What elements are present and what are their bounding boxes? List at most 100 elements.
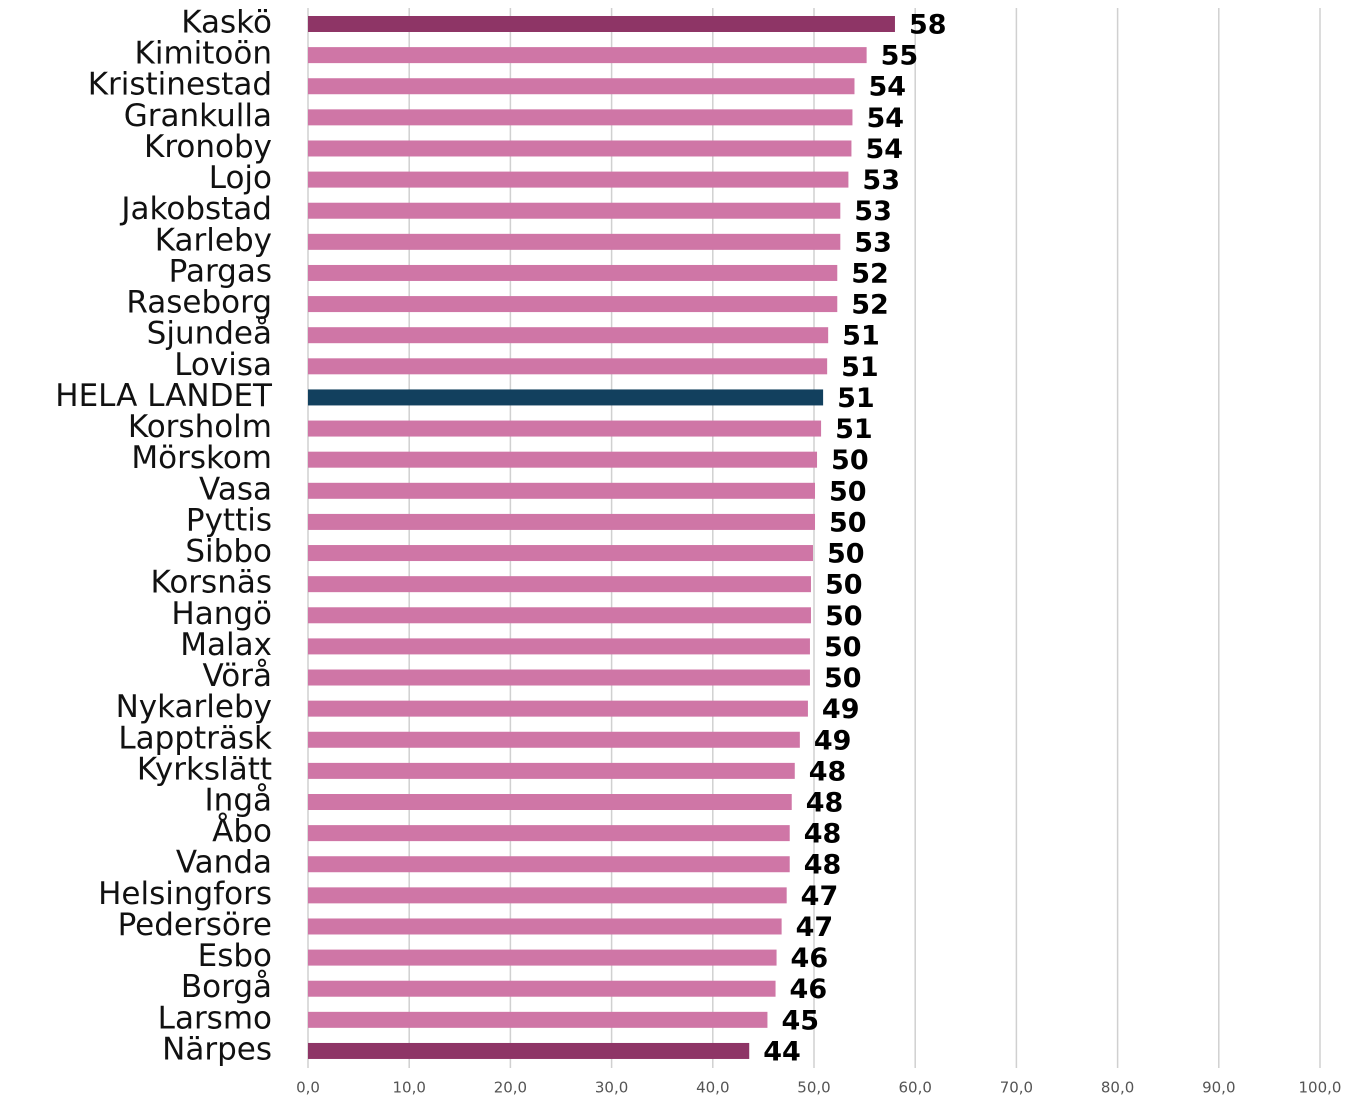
value-label: 48 [804, 819, 842, 850]
bar [308, 78, 855, 95]
value-label: 46 [790, 974, 828, 1005]
category-label: Raseborg [126, 285, 272, 321]
category-label: Helsingfors [98, 876, 272, 912]
bar [308, 358, 828, 375]
bar [308, 638, 810, 655]
bar [308, 140, 852, 157]
bar [308, 202, 841, 219]
bar [308, 576, 811, 593]
category-label: Närpes [162, 1031, 272, 1067]
bar [308, 949, 777, 966]
category-label: Korsholm [128, 409, 272, 445]
bar [308, 545, 813, 562]
category-label: Nykarleby [116, 689, 272, 725]
bar [308, 700, 808, 717]
value-label: 55 [881, 41, 919, 72]
bar [308, 980, 776, 997]
value-label: 50 [824, 632, 862, 663]
x-tick-label: 40,0 [696, 1079, 729, 1097]
bar [308, 327, 829, 344]
x-tick-label: 20,0 [494, 1079, 527, 1097]
value-label: 51 [841, 352, 879, 383]
x-tick-label: 0,0 [296, 1079, 320, 1097]
bar [308, 669, 810, 686]
bar [308, 233, 841, 250]
x-tick-label: 80,0 [1101, 1079, 1134, 1097]
category-label: Pedersöre [118, 907, 272, 943]
value-label: 50 [829, 476, 867, 507]
value-label: 44 [763, 1036, 801, 1067]
category-label: Lappträsk [118, 720, 272, 756]
category-label: Ingå [205, 783, 272, 819]
bar [308, 607, 811, 624]
bar [308, 513, 816, 530]
bar [308, 296, 838, 313]
bar [308, 451, 818, 468]
value-label: 53 [862, 165, 900, 196]
x-tick-label: 50,0 [797, 1079, 830, 1097]
category-label: Åbo [212, 814, 272, 850]
value-label: 50 [824, 663, 862, 694]
category-label: Vörå [202, 658, 272, 694]
x-tick-label: 90,0 [1202, 1079, 1235, 1097]
value-label: 52 [851, 290, 889, 321]
category-label: Lojo [209, 160, 272, 196]
category-label: Kimitoön [135, 36, 273, 72]
value-label: 51 [835, 414, 873, 445]
category-label: Vasa [199, 471, 272, 507]
category-label: Pargas [169, 253, 272, 289]
bar [308, 264, 838, 281]
category-label: Korsnäs [151, 565, 272, 601]
value-label: 58 [909, 10, 947, 41]
value-label: 54 [865, 134, 903, 165]
value-label: 54 [866, 103, 904, 134]
value-label: 53 [854, 227, 892, 258]
category-label: Hangö [171, 596, 272, 632]
category-label: Jakobstad [119, 191, 272, 227]
bar [308, 794, 792, 810]
bar [308, 47, 867, 64]
bar [308, 109, 853, 126]
bar [308, 762, 795, 779]
category-label: Vanda [176, 845, 272, 881]
category-label: Kyrkslätt [137, 751, 272, 787]
value-label: 54 [868, 72, 906, 103]
value-label: 50 [829, 507, 867, 538]
category-label: Kaskö [181, 5, 272, 41]
value-label: 48 [806, 788, 844, 819]
bar [308, 16, 895, 32]
category-label: Malax [180, 627, 272, 663]
value-label: 47 [796, 912, 834, 943]
bar [308, 825, 790, 842]
category-label: Sjundeå [147, 316, 272, 352]
value-label: 52 [851, 258, 889, 289]
bar [308, 731, 800, 748]
bar [308, 887, 787, 904]
x-tick-label: 10,0 [392, 1079, 425, 1097]
value-label: 50 [831, 445, 869, 476]
value-label: 50 [827, 539, 865, 570]
category-label: Grankulla [124, 98, 272, 134]
category-label: Borgå [181, 969, 272, 1005]
bar [308, 482, 816, 499]
bar [308, 389, 824, 406]
value-label: 45 [781, 1005, 819, 1036]
value-label: 49 [814, 725, 852, 756]
bar [308, 171, 849, 188]
category-label: Pyttis [186, 502, 272, 538]
value-label: 50 [825, 601, 863, 632]
value-label: 47 [801, 881, 839, 912]
category-label: Lovisa [174, 347, 272, 383]
category-label: HELA LANDET [55, 378, 273, 414]
x-tick-label: 30,0 [595, 1079, 628, 1097]
value-label: 51 [837, 383, 875, 414]
category-label: Kronoby [144, 129, 272, 165]
category-label: Larsmo [158, 1000, 272, 1036]
category-label: Mörskom [131, 440, 272, 476]
value-label: 53 [854, 196, 892, 227]
bar [308, 1011, 768, 1028]
value-label: 48 [809, 756, 847, 787]
x-tick-label: 70,0 [1000, 1079, 1033, 1097]
bar [308, 420, 822, 437]
